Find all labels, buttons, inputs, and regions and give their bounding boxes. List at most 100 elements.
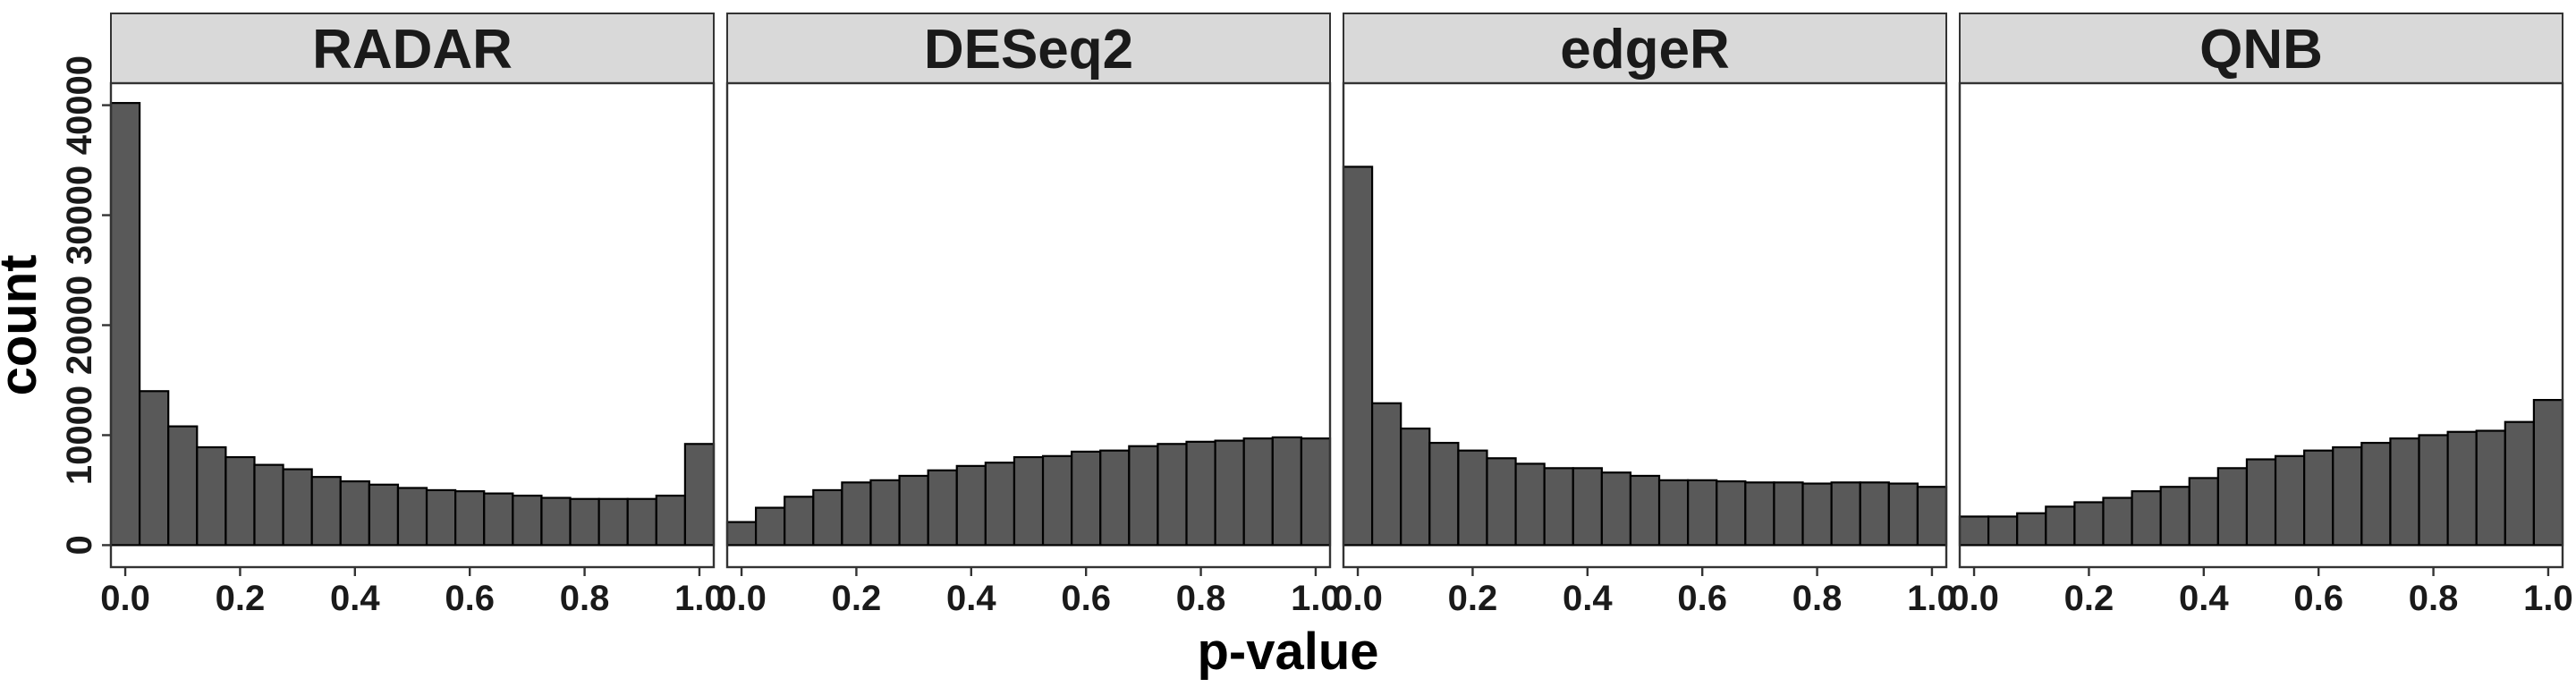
x-axis-title: p-value xyxy=(1197,623,1378,681)
histogram-bar xyxy=(1214,439,1245,547)
histogram-bar xyxy=(1543,467,1574,547)
x-tick-label: 1.0 xyxy=(1291,579,1341,618)
histogram-bar xyxy=(1041,454,1073,547)
histogram-bar xyxy=(540,496,572,547)
x-tick-label: 0.6 xyxy=(445,579,495,618)
x-tick-label: 0.6 xyxy=(2293,579,2343,618)
histogram-bar xyxy=(339,479,370,547)
histogram-bar xyxy=(784,496,815,547)
x-tick-label: 1.0 xyxy=(2523,579,2573,618)
histogram-bar xyxy=(1514,462,1546,547)
histogram-bar xyxy=(869,479,901,547)
histogram-bar xyxy=(282,468,313,547)
histogram-bar xyxy=(1958,515,1990,547)
histogram-bar xyxy=(196,445,227,547)
histogram-bar xyxy=(2102,496,2133,547)
y-tick-label: 0 xyxy=(60,535,99,555)
histogram-bar xyxy=(1716,479,1747,547)
histogram-bar xyxy=(569,497,600,547)
y-tick-label: 10000 xyxy=(60,386,99,485)
histogram-bar xyxy=(1987,515,2019,547)
histogram-bar xyxy=(2045,505,2076,547)
x-tick-label: 0.0 xyxy=(716,579,767,618)
y-axis-title: count xyxy=(0,255,47,396)
histogram-bar xyxy=(2504,420,2536,547)
panel-border-4 xyxy=(1958,81,2564,569)
histogram-bar xyxy=(725,521,758,547)
histogram-bar xyxy=(597,497,629,547)
histogram-bar xyxy=(253,463,284,547)
histogram-bar xyxy=(626,497,657,547)
histogram-bar xyxy=(1242,437,1274,547)
histogram-bar xyxy=(512,494,543,547)
histogram-bar xyxy=(683,443,716,547)
facet-title-2: DESeq2 xyxy=(924,19,1133,81)
histogram-bar xyxy=(1013,455,1045,547)
histogram-bar xyxy=(225,455,256,547)
histogram-bar xyxy=(2532,399,2564,547)
histogram-bar xyxy=(2188,477,2219,547)
histogram-bar xyxy=(1600,471,1632,547)
histogram-bar xyxy=(655,494,687,547)
x-tick-label: 0.0 xyxy=(1949,579,1999,618)
histogram-bar xyxy=(2073,501,2105,547)
histogram-bar xyxy=(1486,457,1517,547)
histogram-bar xyxy=(2131,490,2162,547)
histogram-bar xyxy=(2475,429,2506,547)
histogram-bar xyxy=(812,488,843,547)
histogram-bar xyxy=(425,488,457,547)
histogram-bar xyxy=(1887,482,1919,547)
histogram-bar xyxy=(2446,430,2478,547)
histogram-bar xyxy=(1744,481,1775,547)
facet-strip-1 xyxy=(110,13,715,84)
x-tick-label: 0.6 xyxy=(1677,579,1727,618)
histogram-bar xyxy=(754,506,786,547)
histogram-bar xyxy=(454,490,486,547)
histogram-bar xyxy=(1099,449,1131,547)
facet-title-3: edgeR xyxy=(1560,19,1729,81)
histogram-bar xyxy=(1128,445,1159,547)
y-tick-label: 30000 xyxy=(60,165,99,265)
histogram-bar xyxy=(1801,482,1833,547)
x-tick-label: 0.2 xyxy=(216,579,266,618)
histogram-bar xyxy=(2245,458,2277,547)
facet-strip-4 xyxy=(1959,13,2563,84)
x-tick-label: 0.4 xyxy=(1563,579,1613,618)
histogram-bar xyxy=(2159,486,2190,547)
histogram-bar xyxy=(1400,427,1431,547)
x-tick-label: 0.8 xyxy=(2409,579,2459,618)
panel-border-2 xyxy=(725,81,1332,569)
y-tick-label: 40000 xyxy=(60,55,99,155)
x-tick-label: 1.0 xyxy=(674,579,724,618)
x-tick-label: 0.0 xyxy=(100,579,150,618)
histogram-bar xyxy=(1185,440,1216,547)
histogram-bar xyxy=(483,492,514,547)
histogram-bar xyxy=(1157,443,1188,547)
histogram-bar xyxy=(368,483,400,547)
histogram-bar xyxy=(1830,481,1861,547)
x-tick-label: 0.8 xyxy=(1792,579,1843,618)
histogram-bar xyxy=(310,476,342,547)
histogram-bar xyxy=(1572,467,1603,547)
x-tick-label: 1.0 xyxy=(1907,579,1957,618)
histogram-bar xyxy=(167,425,199,547)
x-tick-label: 0.2 xyxy=(832,579,882,618)
histogram-bar xyxy=(2418,434,2449,547)
histogram-bar xyxy=(2274,454,2306,547)
histogram-bar xyxy=(1428,441,1460,547)
x-tick-label: 0.4 xyxy=(330,579,380,618)
histogram-bar xyxy=(1457,449,1488,547)
histogram-bar xyxy=(841,481,872,547)
histogram-bar xyxy=(1859,481,1890,547)
histogram-bar xyxy=(138,390,170,547)
histogram-bar xyxy=(955,464,987,547)
histogram-bar xyxy=(898,474,929,547)
facet-title-1: RADAR xyxy=(312,19,513,81)
x-tick-label: 0.4 xyxy=(946,579,996,618)
histogram-bar xyxy=(2016,512,2047,547)
histogram-bar xyxy=(109,102,141,547)
panel-border-3 xyxy=(1342,81,1948,569)
histogram-bar xyxy=(1687,479,1718,547)
